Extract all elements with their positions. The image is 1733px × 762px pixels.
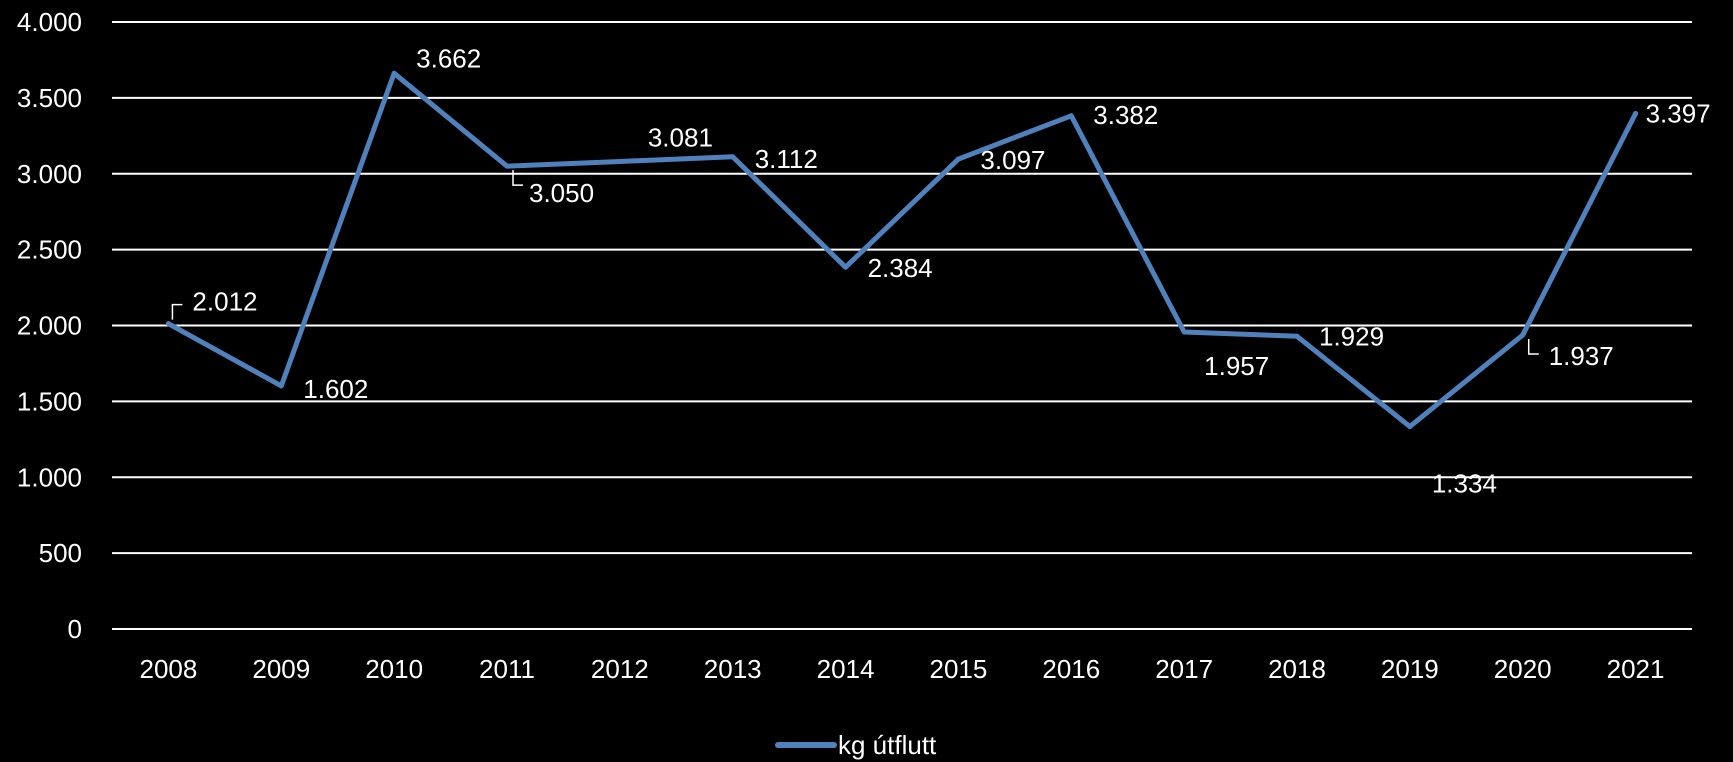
data-label: 3.397 (1646, 99, 1711, 129)
data-point (391, 70, 397, 76)
y-tick-label: 2.500 (17, 235, 82, 265)
legend-label: kg útflutt (838, 730, 937, 760)
y-tick-label: 1.500 (17, 386, 82, 416)
x-tick-label: 2008 (140, 654, 198, 684)
data-point (1068, 113, 1074, 119)
y-axis-tick-labels: 0 500 1.000 1.500 2.000 2.500 3.000 3.500 4.000 (17, 7, 82, 644)
y-tick-label: 500 (39, 538, 82, 568)
series-line (165, 70, 1639, 430)
data-label: 3.097 (980, 145, 1045, 175)
data-point (1181, 329, 1187, 335)
x-tick-label: 2010 (365, 654, 423, 684)
data-point (1520, 332, 1526, 338)
data-labels: 2.012 1.602 3.662 3.050 3.081 3.112 2.384 3.097… (171, 43, 1711, 499)
data-label: 1.957 (1204, 351, 1269, 381)
gridlines (112, 21, 1692, 630)
data-point (278, 383, 284, 389)
y-tick-label: 2.000 (17, 311, 82, 341)
data-label-leader (171, 303, 183, 320)
x-tick-label: 2016 (1042, 654, 1100, 684)
x-tick-label: 2011 (479, 654, 535, 684)
x-tick-label: 2015 (930, 654, 988, 684)
data-label-leader (1527, 339, 1539, 355)
series-group (165, 70, 1639, 430)
data-label: 3.382 (1093, 100, 1158, 130)
data-label: 1.929 (1319, 321, 1384, 351)
x-tick-label: 2020 (1494, 654, 1552, 684)
y-tick-label: 3.500 (17, 83, 82, 113)
data-point (843, 264, 849, 270)
y-tick-label: 0 (68, 614, 82, 644)
data-point (1407, 424, 1413, 430)
x-axis-tick-labels: 2008 2009 2010 2011 2012 2013 2014 2015 2016 2017… (140, 654, 1665, 684)
x-tick-label: 2018 (1268, 654, 1326, 684)
data-point (165, 321, 171, 327)
data-label: 1.937 (1549, 341, 1614, 371)
y-tick-label: 3.000 (17, 159, 82, 189)
data-label: 3.112 (755, 144, 818, 174)
data-point (504, 163, 510, 169)
data-point (955, 156, 961, 162)
x-tick-label: 2019 (1381, 654, 1439, 684)
data-label: 3.081 (648, 122, 713, 152)
x-tick-label: 2021 (1607, 654, 1665, 684)
x-tick-label: 2017 (1155, 654, 1213, 684)
y-tick-label: 1.000 (17, 462, 82, 492)
data-label: 1.334 (1432, 469, 1497, 499)
x-tick-label: 2014 (817, 654, 875, 684)
data-label: 2.384 (868, 253, 933, 283)
y-tick-label: 4.000 (17, 7, 82, 37)
data-point (1294, 333, 1300, 339)
data-point (1633, 111, 1639, 117)
data-label: 3.050 (529, 178, 594, 208)
data-label: 2.012 (192, 287, 257, 317)
x-tick-label: 2009 (252, 654, 310, 684)
x-tick-label: 2013 (704, 654, 762, 684)
data-point (730, 154, 736, 160)
legend: kg útflutt (775, 730, 937, 760)
data-point (617, 158, 623, 164)
data-label-leader (512, 170, 523, 186)
x-tick-label: 2012 (591, 654, 649, 684)
data-label: 3.662 (416, 43, 481, 73)
data-label: 1.602 (303, 374, 368, 404)
